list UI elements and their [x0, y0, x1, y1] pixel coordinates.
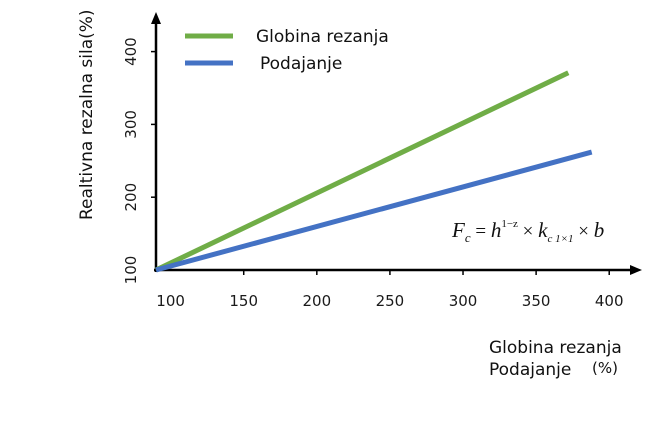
x-tick-label: 200 — [302, 292, 331, 310]
y-axis-title: Realtivna rezalna sila(%) — [77, 9, 97, 220]
axes — [151, 12, 642, 275]
formula-annotation: Fc = h1−z × kc 1×1 × b — [451, 218, 604, 245]
x-axis-title-line1: Globina rezanja — [489, 338, 622, 358]
x-tick-label: 350 — [522, 292, 551, 310]
formula-k-sub: c 1×1 — [547, 233, 573, 245]
formula-eq: = — [471, 221, 491, 242]
y-tick-label: 100 — [122, 256, 140, 285]
x-tick-label: 300 — [449, 292, 478, 310]
legend: Globina rezanja Podajanje — [185, 27, 389, 74]
formula-k: k — [538, 218, 548, 242]
y-tick-label: 400 — [122, 37, 140, 66]
series-line-2 — [155, 149, 593, 273]
x-axis-arrow — [630, 265, 642, 275]
x-tick-label: 400 — [595, 292, 624, 310]
x-tick-label: 100 — [156, 292, 185, 310]
formula-h: h — [491, 218, 502, 242]
series-line-1 — [154, 70, 570, 273]
formula-b: b — [594, 218, 605, 242]
tick-labels: 100 150 200 250 300 350 400 100 200 300 400 — [122, 37, 624, 310]
legend-label-2: Podajanje — [260, 54, 342, 74]
legend-label-1: Globina rezanja — [256, 27, 389, 47]
y-tick-label: 300 — [122, 110, 140, 139]
formula-times-2: × — [574, 221, 594, 242]
y-tick-label: 200 — [122, 183, 140, 212]
formula-F: F — [451, 218, 465, 242]
formula-h-exp: 1−z — [501, 218, 518, 230]
formula-F-sub: c — [465, 230, 471, 245]
series-group — [154, 70, 593, 273]
x-axis-unit: (%) — [592, 359, 618, 377]
x-tick-label: 150 — [229, 292, 258, 310]
y-axis-arrow — [151, 12, 161, 24]
formula-times-1: × — [518, 221, 538, 242]
x-tick-label: 250 — [376, 292, 405, 310]
x-axis-title-line2: Podajanje — [489, 360, 571, 380]
